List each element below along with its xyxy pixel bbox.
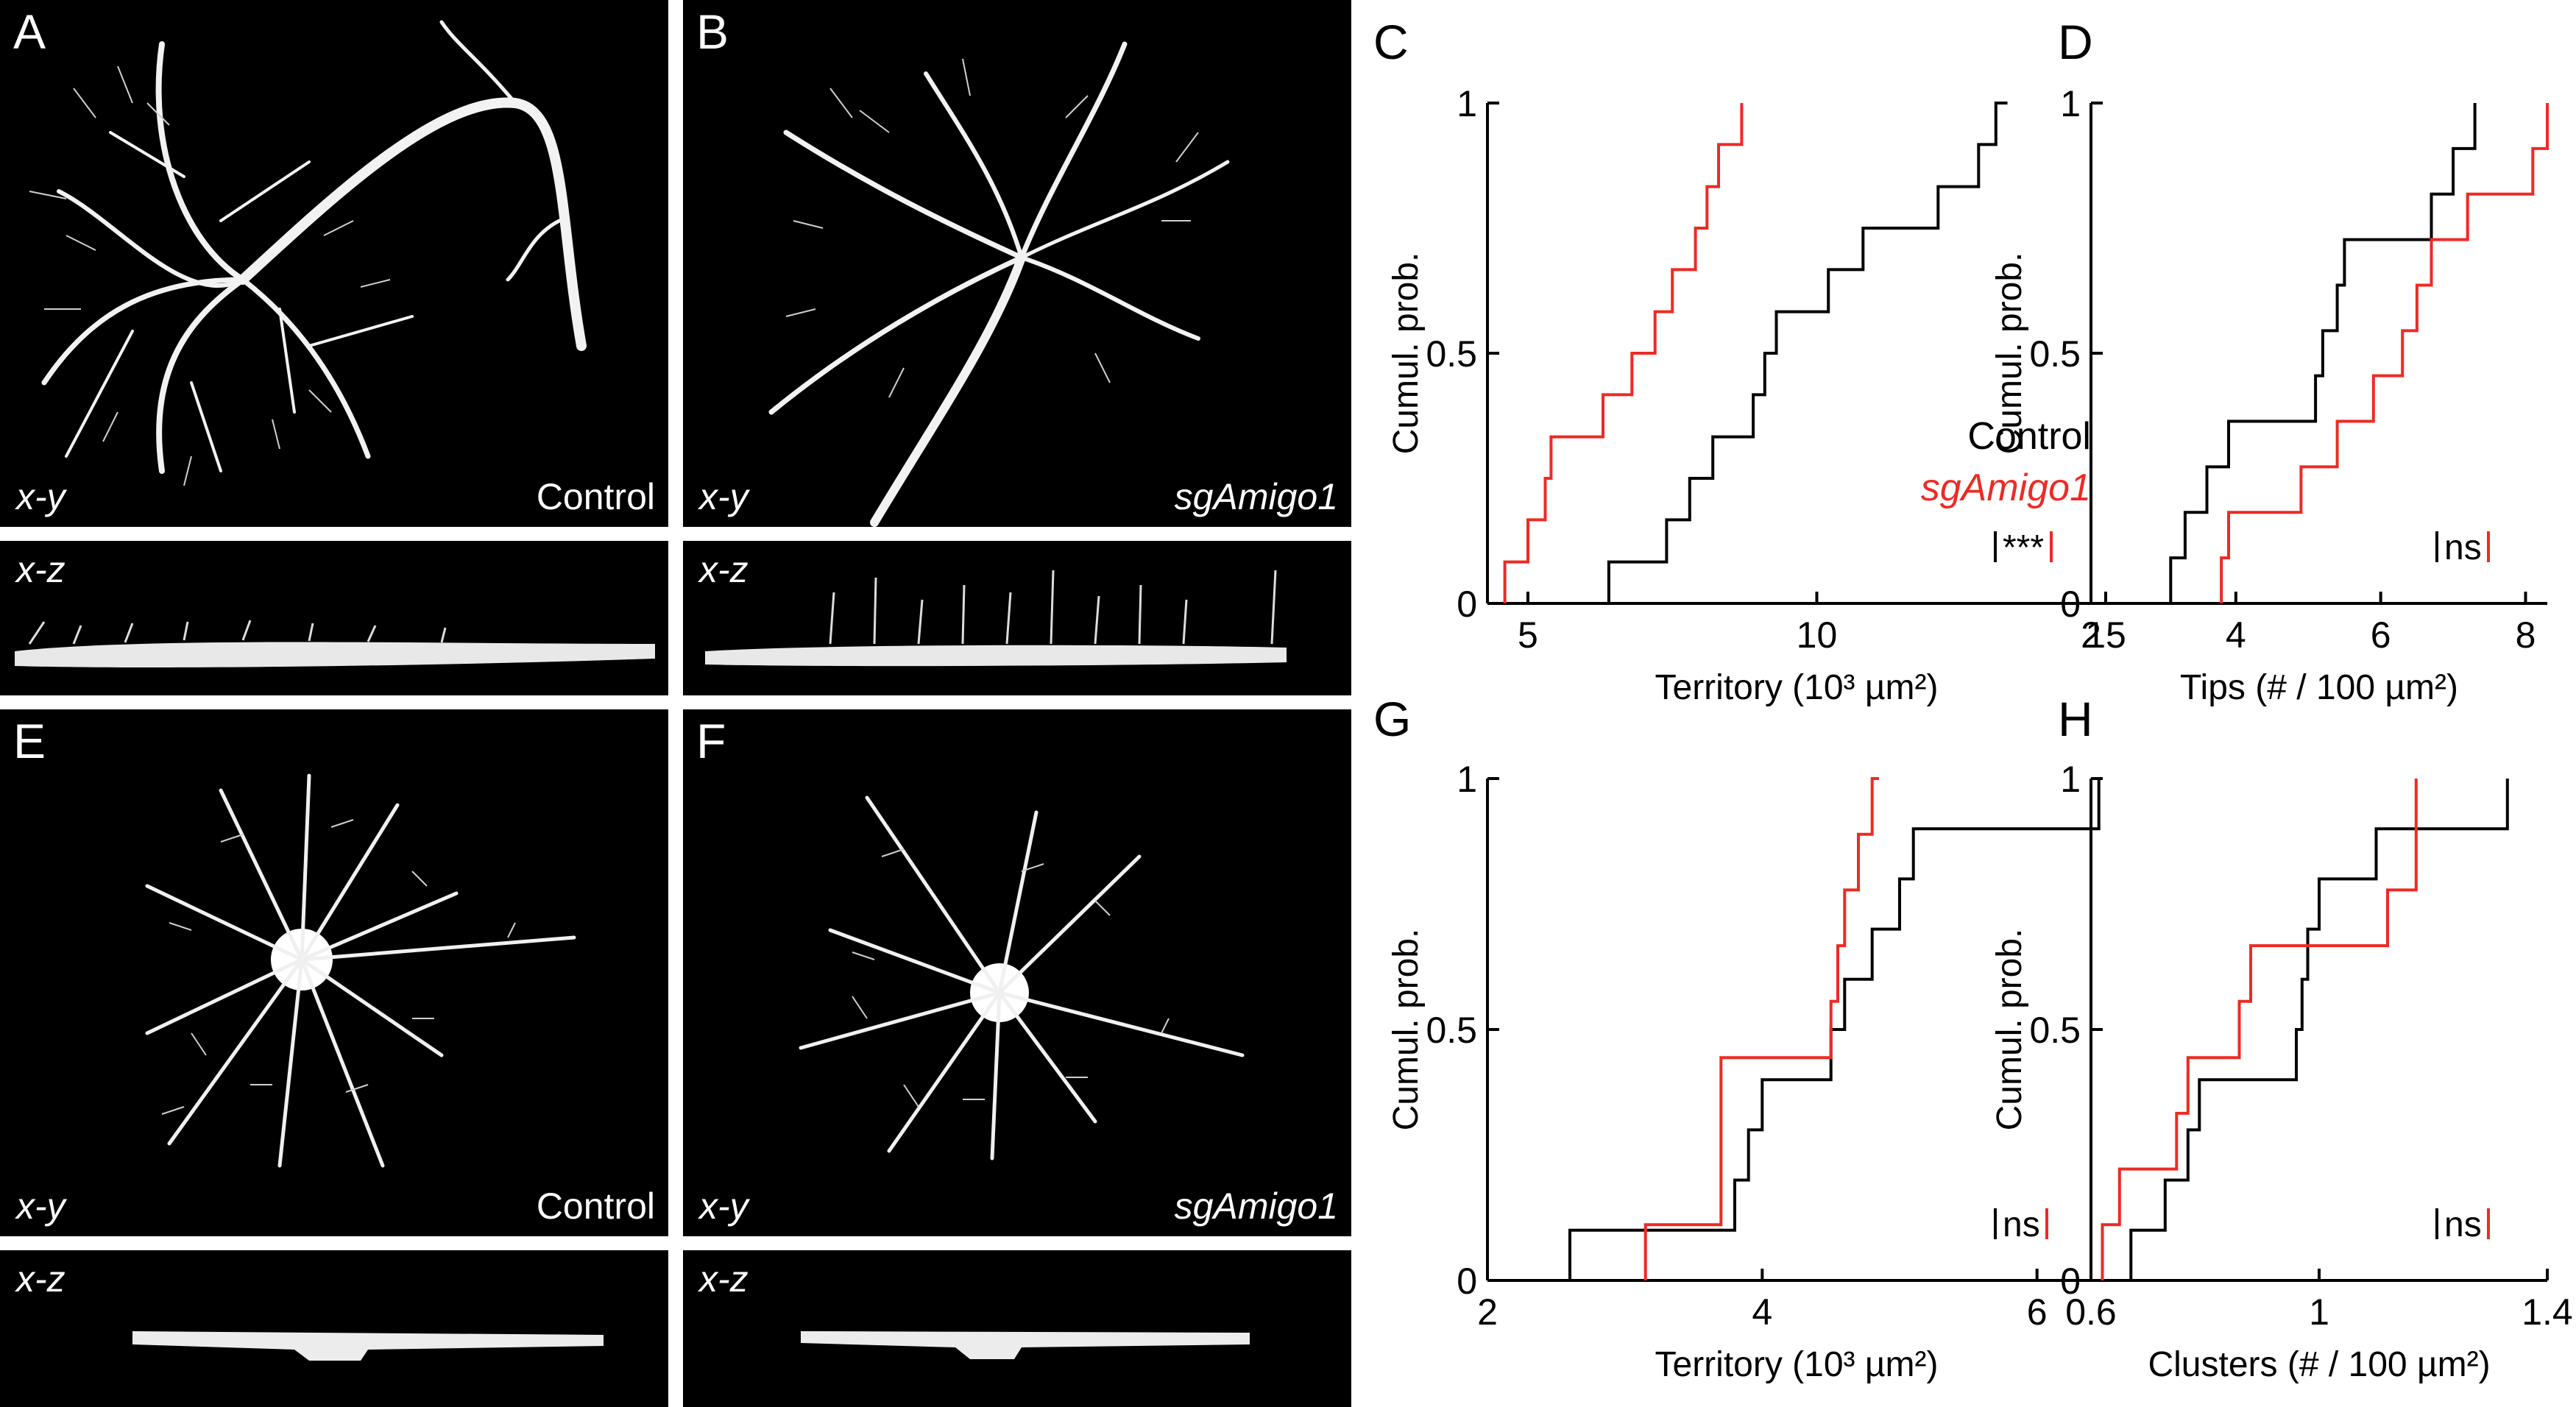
panel-e-condition-label: Control: [536, 1186, 655, 1227]
panel-letter-c: C: [1373, 15, 1409, 69]
chart-d-y-axis-label: Cumul. prob.: [1990, 252, 2029, 455]
panel-f-xz-image: x-z: [683, 1250, 1351, 1407]
chart-g-y-tick-label: 0.5: [1426, 1010, 1477, 1051]
chart-d-series-control: [2169, 103, 2477, 603]
panel-e-xz-drawing: [132, 1331, 604, 1361]
chart-c-legend-sgamigo1: sgAmigo1: [1921, 467, 2091, 509]
panel-letter-g: G: [1373, 692, 1411, 746]
chart-h-x-axis-label: Clusters (# / 100 µm²): [2148, 1345, 2490, 1384]
panel-b-condition-label: sgAmigo1: [1174, 476, 1338, 517]
chart-g-y-axis-label: Cumul. prob.: [1387, 929, 1426, 1131]
chart-d-x-tick-label: 8: [2516, 614, 2536, 656]
chart-d-series-sgamigo1: [2220, 103, 2549, 603]
panel-f-cell-drawing: [799, 795, 1245, 1160]
chart-c-y-axis-label: Cumul. prob.: [1387, 252, 1426, 455]
panel-b-cell-drawing: [768, 41, 1230, 527]
panel-a-xz-drawing: [15, 620, 655, 667]
chart-c-x-tick-label: 15: [2085, 614, 2126, 656]
chart-h-x-tick-label: 0.6: [2065, 1291, 2117, 1333]
chart-h-y-tick-label: 0.5: [2029, 1010, 2081, 1051]
panel-a-xz-label: x-z: [16, 549, 66, 590]
panel-e-cell-drawing: [145, 773, 576, 1168]
chart-g-x-axis-label: Territory (10³ µm²): [1655, 1345, 1939, 1384]
chart-d-x-axis-label: Tips (# / 100 µm²): [2180, 668, 2458, 707]
chart-h-series-sgamigo1: [2101, 779, 2418, 1280]
chart-c-y-tick-label: 0: [1457, 584, 1477, 625]
panel-a-cell-drawing: [29, 20, 587, 486]
panel-letter-b: B: [696, 4, 729, 59]
chart-h-series-control: [2129, 779, 2509, 1280]
chart-g-y-tick-label: 1: [1457, 759, 1477, 800]
chart-h-significance-label: ns: [2444, 1205, 2482, 1244]
panel-b-xz-image: x-z: [683, 541, 1351, 695]
chart-d-y-tick-label: 0: [2060, 584, 2081, 625]
panel-f-xz-label: x-z: [699, 1258, 749, 1300]
chart-g-y-tick-label: 0: [1457, 1261, 1477, 1302]
chart-h-x-tick-label: 1: [2309, 1291, 2329, 1333]
chart-d-x-tick-label: 4: [2226, 614, 2246, 656]
chart-d-y-tick-label: 1: [2060, 83, 2081, 124]
panel-letter-a: A: [13, 4, 46, 59]
chart-c-x-axis-label: Territory (10³ µm²): [1655, 668, 1939, 707]
chart-d-significance-label: ns: [2444, 528, 2482, 567]
chart-d-y-tick-label: 0.5: [2029, 333, 2081, 375]
chart-g-x-tick-label: 2: [1477, 1291, 1498, 1333]
panel-letter-f: F: [696, 714, 726, 768]
panel-e-xz-image: x-z: [0, 1250, 668, 1407]
panel-f-xy-image: F x-y sgAmigo1: [683, 709, 1351, 1236]
panel-b-xz-drawing: [705, 570, 1287, 667]
panel-f-xy-label: x-y: [699, 1186, 749, 1227]
panel-f-xz-drawing: [801, 1331, 1250, 1359]
panel-e-xy-label: x-y: [16, 1186, 66, 1227]
chart-g-series-control: [1568, 779, 2101, 1280]
panel-a-xz-image: x-z: [0, 541, 668, 695]
chart-c-significance-label: ***: [2003, 528, 2044, 567]
panel-letter-d: D: [2058, 15, 2093, 69]
chart-h-y-axis-label: Cumul. prob.: [1990, 929, 2029, 1131]
panel-letter-h: H: [2058, 692, 2093, 746]
chart-h-y-tick-label: 0: [2060, 1261, 2081, 1302]
chart-c-series-control: [1607, 102, 2008, 603]
chart-c-x-tick-label: 5: [1518, 614, 1538, 656]
chart-h-y-tick-label: 1: [2060, 759, 2081, 800]
panel-e-xy-image: E x-y Control: [0, 709, 668, 1236]
chart-c-series-sgamigo1: [1503, 103, 1744, 603]
chart-d-x-tick-label: 6: [2371, 614, 2391, 656]
chart-g-x-tick-label: 6: [2027, 1291, 2048, 1333]
chart-g-significance-label: ns: [2003, 1205, 2040, 1244]
chart-g-series-sgamigo1: [1643, 777, 1879, 1280]
panel-a-xy-image: A x-y Control: [0, 0, 668, 527]
panel-e-xz-label: x-z: [16, 1258, 66, 1300]
chart-g-x-tick-label: 4: [1752, 1291, 1772, 1333]
chart-d-x-tick-label: 2: [2081, 614, 2101, 656]
panel-letter-e: E: [13, 714, 46, 768]
chart-c-x-tick-label: 10: [1797, 614, 1838, 656]
chart-c-legend-control: Control: [1967, 415, 2091, 458]
panel-b-xz-label: x-z: [699, 549, 749, 590]
panel-a-condition-label: Control: [536, 476, 655, 517]
panel-f-condition-label: sgAmigo1: [1174, 1186, 1338, 1227]
chart-h-x-tick-label: 1.4: [2522, 1291, 2573, 1333]
panel-a-xy-label: x-y: [16, 476, 66, 517]
panel-b-xy-image: B x-y sgAmigo1: [683, 0, 1351, 527]
chart-c-y-tick-label: 1: [1457, 83, 1477, 124]
panel-b-xy-label: x-y: [699, 476, 749, 517]
chart-c-y-tick-label: 0.5: [1426, 333, 1477, 375]
